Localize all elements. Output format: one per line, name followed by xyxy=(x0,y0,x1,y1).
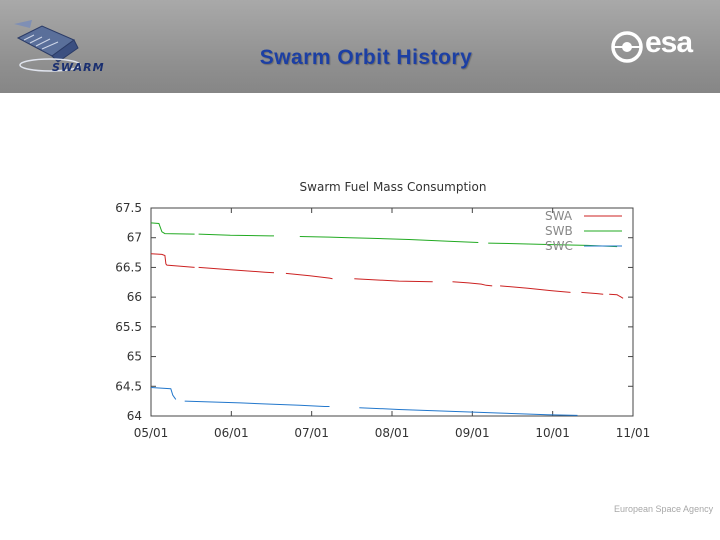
x-tick-label: 11/01 xyxy=(616,426,651,440)
y-tick-label: 65.5 xyxy=(115,320,142,334)
series-line-swa xyxy=(150,253,195,268)
y-tick-label: 66 xyxy=(127,290,142,304)
legend-label-swc: SWC xyxy=(545,239,573,253)
page-title: Swarm Orbit History xyxy=(259,46,473,69)
esa-logo-icon xyxy=(611,31,643,63)
series-line-swa xyxy=(581,291,604,295)
y-tick-label: 64 xyxy=(127,409,142,423)
legend-label-swa: SWA xyxy=(545,209,573,223)
swarm-mission-logo xyxy=(14,20,81,72)
y-axis: 67.5 67 66.5 66 65.5 65 64.5 64 xyxy=(115,201,633,423)
series-line-swa xyxy=(609,293,624,299)
series-lines xyxy=(150,222,624,416)
x-tick-label: 06/01 xyxy=(214,426,249,440)
legend-label-swb: SWB xyxy=(545,224,573,238)
series-line-swb xyxy=(299,236,479,243)
series-line-swc xyxy=(184,400,330,407)
y-tick-label: 67.5 xyxy=(115,201,142,215)
x-tick-label: 08/01 xyxy=(375,426,410,440)
x-tick-label: 07/01 xyxy=(294,426,329,440)
footer-agency-name: European Space Agency xyxy=(614,504,714,514)
header-bar: SWARM Swarm Orbit History esa xyxy=(0,0,720,93)
x-tick-label: 09/01 xyxy=(455,426,490,440)
y-tick-label: 67 xyxy=(127,231,142,245)
series-line-swb xyxy=(198,233,274,237)
y-tick-label: 64.5 xyxy=(115,379,142,393)
series-swc xyxy=(150,387,578,416)
x-tick-label: 05/01 xyxy=(134,426,169,440)
x-tick-label: 10/01 xyxy=(535,426,570,440)
y-tick-label: 65 xyxy=(127,350,142,364)
series-line-swa xyxy=(354,278,433,283)
chart-title: Swarm Fuel Mass Consumption xyxy=(300,180,487,194)
series-line-swa xyxy=(198,266,275,274)
swarm-logo-text: SWARM xyxy=(52,61,105,74)
esa-logo-text: esa xyxy=(645,26,693,59)
y-tick-label: 66.5 xyxy=(115,260,142,274)
series-line-swa xyxy=(452,281,493,287)
series-line-swb xyxy=(150,222,195,235)
series-line-swa xyxy=(285,272,333,280)
satellite-icon xyxy=(14,20,81,72)
series-line-swc xyxy=(150,387,177,400)
x-axis: 05/01 06/01 07/01 08/01 09/01 10/01 11/01 xyxy=(134,208,651,440)
series-line-swc xyxy=(359,407,578,416)
series-swa xyxy=(150,253,624,299)
series-line-swa xyxy=(500,285,571,293)
